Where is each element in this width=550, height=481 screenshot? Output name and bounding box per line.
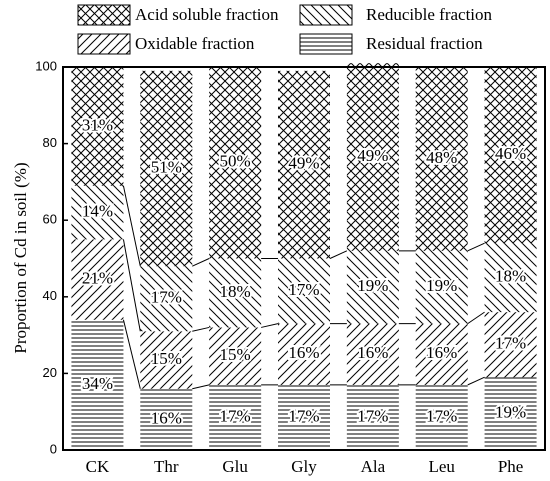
bar-segment <box>415 323 468 385</box>
bar-segment <box>209 67 262 259</box>
legend-swatch <box>77 4 131 26</box>
connector-line <box>467 376 485 386</box>
value-label: 16% <box>151 408 182 427</box>
bar-segment <box>484 243 537 313</box>
bar-segment <box>71 67 124 186</box>
value-label: 15% <box>151 349 182 368</box>
value-label: 19% <box>426 276 457 295</box>
value-label: 21% <box>82 268 113 287</box>
y-axis-label: Proportion of Cd in soil (%) <box>11 162 30 353</box>
y-tick-label: 60 <box>43 212 57 227</box>
bar-segment <box>140 331 193 389</box>
x-tick-label: Phe <box>498 457 524 476</box>
bar-segment <box>484 312 537 378</box>
connector-line <box>122 319 141 389</box>
legend-swatch <box>299 33 353 55</box>
connector-line <box>192 384 210 390</box>
value-label: 19% <box>357 276 388 295</box>
plot-frame <box>62 66 546 451</box>
value-label: 18% <box>495 267 526 286</box>
bar-segment <box>346 323 399 385</box>
value-label: 17% <box>495 334 526 353</box>
bar-segment <box>278 323 330 385</box>
connector-line <box>192 258 210 267</box>
bar-segment <box>278 384 330 450</box>
bar-segment <box>346 384 399 450</box>
connector-line <box>467 311 485 325</box>
value-label: 16% <box>426 343 457 362</box>
bar-segment <box>278 258 330 324</box>
y-tick-label: 0 <box>50 441 57 456</box>
value-label: 14% <box>82 201 113 220</box>
bar-segment <box>140 266 193 332</box>
bar-segment <box>346 250 399 324</box>
bar-segment <box>415 250 468 324</box>
value-label: 16% <box>357 343 388 362</box>
value-label: 17% <box>357 406 388 425</box>
x-tick-label: Leu <box>428 457 455 476</box>
value-label: 17% <box>220 406 251 425</box>
bar-segment <box>209 258 262 328</box>
bar-segment <box>278 70 330 259</box>
legend-label: Residual fraction <box>366 34 483 53</box>
bar-segment <box>209 327 262 385</box>
value-label: 34% <box>82 374 113 393</box>
value-label: 49% <box>288 154 319 173</box>
bar-segment <box>415 67 468 251</box>
bar-segment <box>484 377 537 450</box>
value-label: 18% <box>220 282 251 301</box>
legend-swatch <box>299 4 353 26</box>
value-label: 48% <box>426 148 457 167</box>
bar-segment <box>71 319 124 450</box>
x-tick-label: Thr <box>154 457 179 476</box>
connector-line <box>122 185 141 267</box>
value-label: 15% <box>220 345 251 364</box>
legend-label: Oxidable fraction <box>135 34 255 53</box>
value-label: 50% <box>220 152 251 171</box>
value-label: 49% <box>357 146 388 165</box>
legend-label: Acid soluble fraction <box>135 5 279 24</box>
x-tick-label: Ala <box>361 457 386 476</box>
connector-line <box>329 250 348 259</box>
value-label: 17% <box>288 280 319 299</box>
y-tick-label: 80 <box>43 135 57 150</box>
connector-line <box>192 326 210 332</box>
x-tick-label: CK <box>86 457 110 476</box>
connector-line <box>122 239 141 332</box>
x-tick-label: Gly <box>291 457 317 476</box>
y-tick-label: 100 <box>35 58 57 73</box>
value-label: 31% <box>82 115 113 134</box>
value-label: 17% <box>151 288 182 307</box>
y-tick-label: 40 <box>43 288 57 303</box>
bar-segment <box>71 239 124 320</box>
bar-segment <box>415 384 468 450</box>
value-label: 17% <box>426 406 457 425</box>
value-label: 17% <box>288 406 319 425</box>
value-label: 51% <box>151 157 182 176</box>
bar-segment <box>140 70 193 267</box>
bar-segment <box>209 384 262 450</box>
value-label: 46% <box>495 144 526 163</box>
value-label: 19% <box>495 403 526 422</box>
connector-line <box>467 242 485 252</box>
bar-segment <box>71 185 124 240</box>
bar-segment <box>140 388 193 450</box>
legend-label: Reducible fraction <box>366 5 493 24</box>
legend-swatch <box>77 33 131 55</box>
bar-segment <box>346 63 399 251</box>
x-tick-label: Glu <box>222 457 248 476</box>
value-label: 16% <box>288 343 319 362</box>
connector-line <box>261 323 279 328</box>
y-tick-label: 20 <box>43 365 57 380</box>
bar-segment <box>484 67 537 244</box>
